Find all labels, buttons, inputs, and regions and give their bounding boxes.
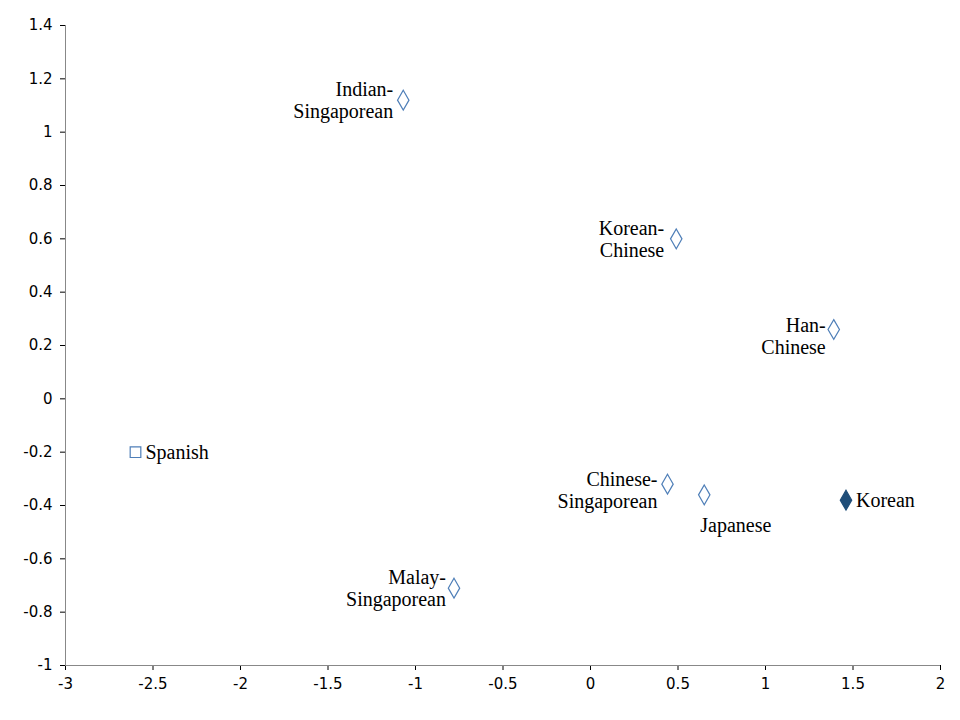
svg-text:Korean: Korean <box>856 489 915 511</box>
svg-text:2: 2 <box>936 675 946 693</box>
svg-text:1.2: 1.2 <box>29 70 53 88</box>
svg-text:Korean-Chinese: Korean-Chinese <box>599 217 665 261</box>
svg-text:-1: -1 <box>38 656 53 674</box>
svg-text:1: 1 <box>43 123 53 141</box>
svg-text:0: 0 <box>586 675 596 693</box>
svg-text:-3: -3 <box>58 675 73 693</box>
svg-text:Chinese-Singaporean: Chinese-Singaporean <box>558 468 658 513</box>
svg-text:-0.5: -0.5 <box>488 675 517 693</box>
svg-text:0.4: 0.4 <box>29 283 53 301</box>
svg-text:1.4: 1.4 <box>29 16 53 34</box>
svg-text:-0.6: -0.6 <box>23 550 52 568</box>
svg-text:-0.4: -0.4 <box>23 496 52 514</box>
svg-text:0.2: 0.2 <box>29 336 53 354</box>
svg-text:Malay-Singaporean: Malay-Singaporean <box>346 566 446 611</box>
svg-text:-2: -2 <box>233 675 248 693</box>
svg-text:0.6: 0.6 <box>29 230 53 248</box>
svg-text:1: 1 <box>761 675 771 693</box>
svg-text:Japanese: Japanese <box>700 514 771 537</box>
svg-text:Han-Chinese: Han-Chinese <box>761 314 826 358</box>
svg-text:0: 0 <box>43 390 53 408</box>
svg-text:-2.5: -2.5 <box>138 675 167 693</box>
svg-text:-0.8: -0.8 <box>23 603 52 621</box>
svg-text:0.5: 0.5 <box>666 675 690 693</box>
svg-text:1.5: 1.5 <box>841 675 865 693</box>
svg-text:-0.2: -0.2 <box>23 443 52 461</box>
svg-text:Indian-Singaporean: Indian-Singaporean <box>293 78 393 123</box>
svg-text:-1: -1 <box>408 675 423 693</box>
svg-text:Spanish: Spanish <box>146 441 209 464</box>
svg-text:-1.5: -1.5 <box>313 675 342 693</box>
svg-text:0.8: 0.8 <box>29 176 53 194</box>
